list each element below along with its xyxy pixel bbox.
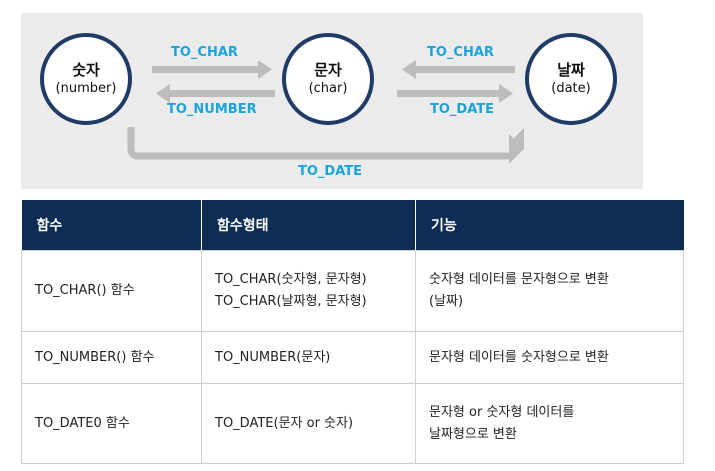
cell-function: TO_DATE0 함수 (21, 383, 202, 464)
form-line: TO_NUMBER(문자) (215, 349, 331, 365)
node-number-label: 숫자 (72, 60, 100, 79)
label-number-to-date: TO_DATE (298, 164, 363, 179)
desc-line: (날짜) (429, 294, 464, 309)
label-date-to-char: TO_CHAR (427, 45, 494, 60)
cell-function: TO_NUMBER() 함수 (21, 331, 202, 384)
form-line: TO_DATE(문자 or 숫자) (215, 415, 354, 431)
arrow-date-to-char (402, 60, 515, 79)
conversion-diagram: 숫자 (number) 문자 (char) 날짜 (date) TO_CHAR … (21, 13, 643, 189)
arrow-number-to-char (152, 60, 272, 79)
node-char: 문자 (char) (282, 33, 374, 125)
label-number-to-char: TO_CHAR (171, 45, 238, 60)
node-number: 숫자 (number) (40, 33, 132, 125)
label-char-to-number: TO_NUMBER (167, 102, 257, 117)
arrow-char-to-number (156, 84, 275, 103)
label-char-to-date: TO_DATE (430, 102, 495, 117)
cell-form: TO_CHAR(숫자형, 문자형) TO_CHAR(날짜형, 문자형) (201, 250, 416, 332)
function-table: 함수 함수형태 기능 TO_CHAR() 함수 TO_CHAR(숫자형, 문자형… (21, 200, 684, 464)
table-row: TO_DATE0 함수 TO_DATE(문자 or 숫자) 문자형 or 숫자형… (21, 383, 684, 464)
arrow-char-to-date (397, 84, 513, 103)
header-description: 기능 (415, 200, 684, 251)
cell-description: 문자형 or 숫자형 데이터를 날짜형으로 변환 (415, 383, 684, 464)
header-function: 함수 (21, 200, 202, 251)
table-row: TO_CHAR() 함수 TO_CHAR(숫자형, 문자형) TO_CHAR(날… (21, 250, 684, 332)
table-row: TO_NUMBER() 함수 TO_NUMBER(문자) 문자형 데이터를 숫자… (21, 331, 684, 384)
cell-function: TO_CHAR() 함수 (21, 250, 202, 332)
node-char-label: 문자 (314, 60, 342, 79)
desc-line: 날짜형으로 변환 (429, 426, 517, 442)
form-line: TO_CHAR(날짜형, 문자형) (215, 294, 367, 309)
cell-form: TO_NUMBER(문자) (201, 331, 416, 384)
node-char-sub: (char) (308, 80, 348, 96)
table-header-row: 함수 함수형태 기능 (21, 200, 684, 251)
header-form: 함수형태 (201, 200, 416, 251)
node-number-sub: (number) (55, 80, 117, 96)
cell-form: TO_DATE(문자 or 숫자) (201, 383, 416, 464)
arrow-number-to-date (127, 127, 524, 164)
form-line: TO_CHAR(숫자형, 문자형) (215, 272, 367, 287)
cell-description: 문자형 데이터를 숫자형으로 변환 (415, 331, 684, 384)
arrows-layer (127, 60, 524, 164)
desc-line: 문자형 or 숫자형 데이터를 (429, 404, 575, 420)
cell-description: 숫자형 데이터를 문자형으로 변환 (날짜) (415, 250, 684, 332)
node-date-label: 날짜 (557, 60, 585, 79)
desc-line: 문자형 데이터를 숫자형으로 변환 (429, 349, 609, 365)
desc-line: 숫자형 데이터를 문자형으로 변환 (429, 272, 609, 287)
node-date-sub: (date) (551, 80, 591, 96)
node-date: 날짜 (date) (525, 33, 617, 125)
